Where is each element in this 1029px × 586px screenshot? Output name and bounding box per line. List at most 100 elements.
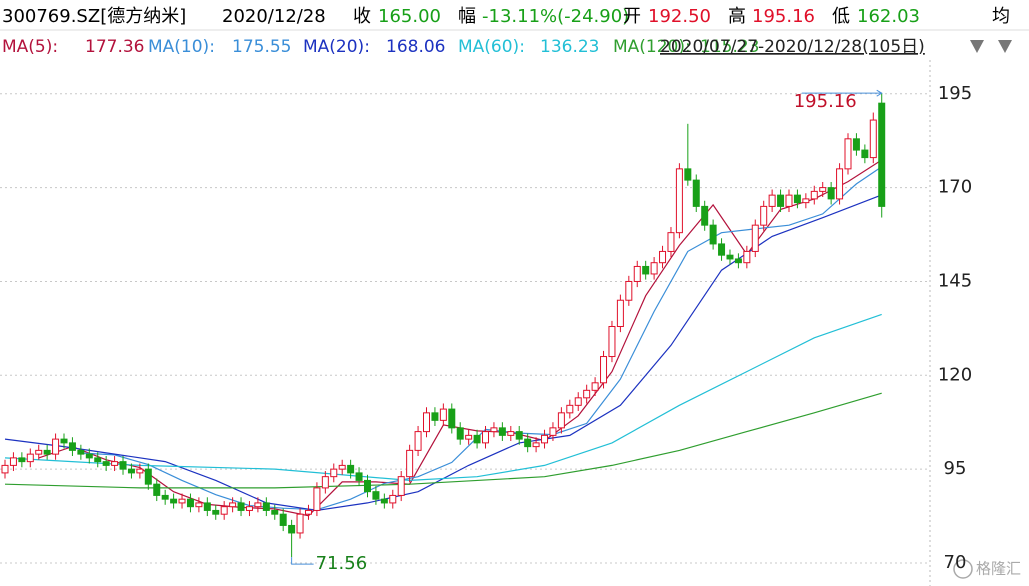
candle xyxy=(431,407,439,426)
candle-body xyxy=(43,449,51,455)
candle-body xyxy=(77,449,85,455)
legend-value: 136.23 xyxy=(540,37,599,57)
candle xyxy=(819,181,827,198)
candle-body xyxy=(406,449,414,478)
candle-body xyxy=(675,168,683,234)
plot-area xyxy=(0,89,930,565)
candle xyxy=(524,433,532,453)
candle-body xyxy=(549,427,557,436)
candle xyxy=(77,444,85,460)
candle-body xyxy=(347,464,355,474)
candle-body xyxy=(751,224,759,252)
candle xyxy=(347,459,355,479)
candle-body xyxy=(734,258,742,264)
y-tick-label: 120 xyxy=(938,364,972,385)
label: 幅 xyxy=(458,6,476,27)
candle xyxy=(153,478,161,502)
candle xyxy=(68,437,76,457)
legend-label: MA(120): xyxy=(613,37,691,57)
candle-body xyxy=(684,168,692,181)
high-value: 195.16 xyxy=(752,6,815,27)
candle xyxy=(852,133,860,156)
candle-body xyxy=(465,434,473,440)
candle xyxy=(507,425,515,441)
candle-body xyxy=(94,457,102,463)
candle-body xyxy=(819,187,827,192)
legend-label: MA(5): xyxy=(2,37,58,57)
candle xyxy=(203,497,211,517)
candle-body xyxy=(35,449,43,455)
candle-body xyxy=(802,198,810,204)
candle-body xyxy=(692,179,700,207)
candle-body xyxy=(667,232,675,252)
candle xyxy=(321,471,329,494)
dropdown-icon[interactable] xyxy=(998,40,1012,53)
candle xyxy=(844,133,852,175)
candle xyxy=(684,123,692,186)
candle xyxy=(532,437,540,453)
candle xyxy=(178,493,186,509)
date-range[interactable]: 2020/07/27-2020/12/28(105日) xyxy=(660,37,925,57)
legend-value: 175.55 xyxy=(232,37,291,57)
candle xyxy=(380,493,388,509)
candle-body xyxy=(701,205,709,226)
candle xyxy=(423,407,430,438)
y-tick-label: 70 xyxy=(944,552,967,573)
candle xyxy=(279,508,287,532)
header-row: 300769.SZ[德方纳米] 2020/12/28 收 165.00 幅 -1… xyxy=(2,6,1010,27)
candle-body xyxy=(423,412,430,433)
candle xyxy=(541,429,549,449)
candle-body xyxy=(26,453,34,463)
candle-body xyxy=(836,168,844,200)
candle xyxy=(186,493,194,513)
candle-body xyxy=(718,243,726,256)
candle xyxy=(709,219,717,250)
open-value: 192.50 xyxy=(648,6,711,27)
candle-body xyxy=(448,408,456,429)
candle xyxy=(549,422,557,441)
candle-body xyxy=(473,434,481,444)
candle-body xyxy=(372,491,380,500)
legend-value: 168.06 xyxy=(386,37,445,57)
candle xyxy=(566,399,574,419)
candle xyxy=(448,403,456,434)
candle xyxy=(768,189,776,213)
candle-body xyxy=(507,431,515,436)
candle xyxy=(161,489,169,505)
candle xyxy=(861,144,869,164)
candle-body xyxy=(153,483,161,496)
candle xyxy=(35,444,43,460)
candle-body xyxy=(288,524,296,534)
candle xyxy=(692,174,700,213)
candle-body xyxy=(482,431,490,444)
candle xyxy=(170,493,178,509)
candle-body xyxy=(304,509,312,515)
candle-body xyxy=(760,205,768,226)
candle-body xyxy=(768,194,776,207)
candle-body xyxy=(229,502,237,508)
candle xyxy=(237,497,245,517)
ma-legend: MA(5): 177.36 MA(10): 175.55 MA(20): 168.06 MA… xyxy=(2,37,759,57)
candle xyxy=(229,497,237,513)
candle xyxy=(600,350,608,389)
candle xyxy=(743,245,751,269)
dropdown-icon[interactable] xyxy=(970,40,984,53)
candle-body xyxy=(498,427,506,436)
candle xyxy=(734,253,742,269)
candle xyxy=(751,219,759,258)
candle-body xyxy=(237,502,245,511)
legend-value: 115.23 xyxy=(700,37,759,57)
candle-body xyxy=(600,356,608,384)
candle-body xyxy=(490,427,498,433)
candle-body xyxy=(296,513,304,534)
candle-body xyxy=(279,513,287,526)
candle xyxy=(456,422,464,445)
candle xyxy=(557,407,565,434)
high-pointer xyxy=(801,89,883,97)
candle xyxy=(465,429,473,445)
ma-line xyxy=(4,392,882,489)
candle xyxy=(271,504,279,520)
candle-body xyxy=(557,412,565,429)
candle xyxy=(296,508,304,539)
